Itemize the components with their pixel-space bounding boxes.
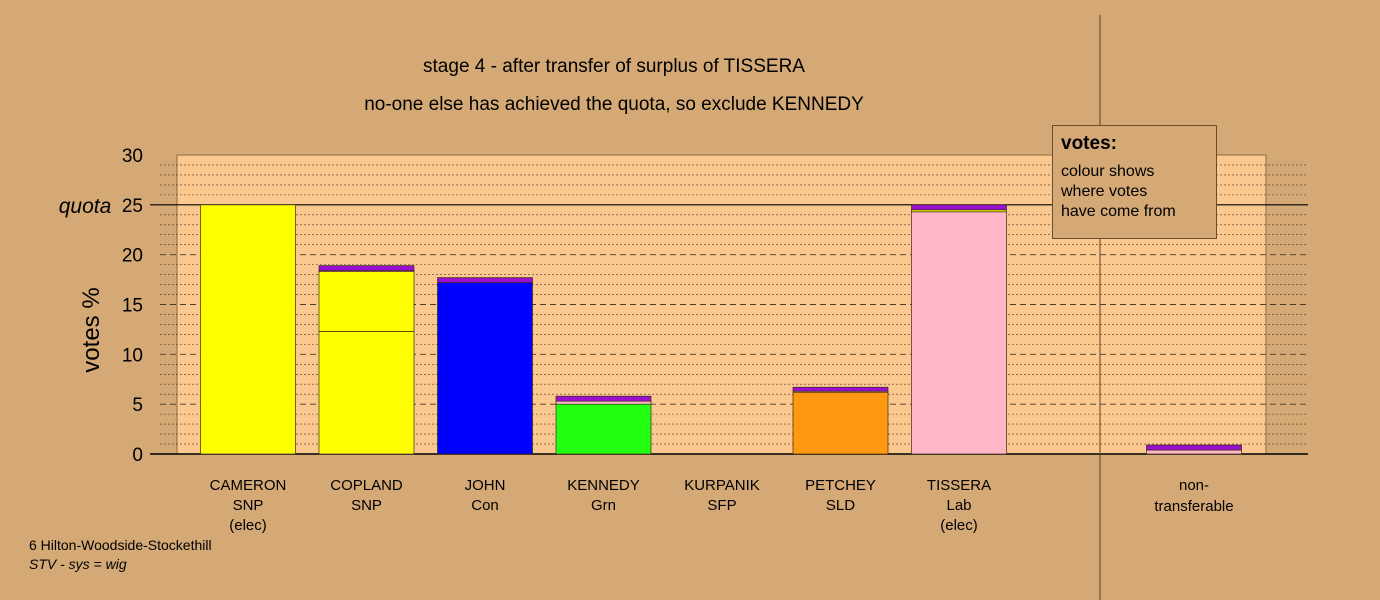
bar-nontransferable-label: transferable: [1154, 498, 1233, 515]
bar-kennedy-segment: [555, 400, 652, 405]
bar-kennedy-segment: [555, 403, 652, 455]
y-tick-label: 30: [122, 146, 143, 167]
bar-cameron-label: CAMERON: [210, 477, 287, 494]
y-axis-label: votes %: [78, 287, 105, 372]
system-note: STV - sys = wig: [29, 556, 127, 572]
bar-petchey-segment: [792, 386, 889, 392]
bar-john-label: Con: [471, 497, 499, 514]
bar-copland-label: SNP: [351, 497, 382, 514]
bar-john-segment: [437, 277, 533, 283]
y-axis-ticks: 0 5 10 15 20 25 30 quota: [59, 146, 143, 466]
bar-kennedy-label: KENNEDY: [567, 477, 640, 494]
bar-nontransferable-segment: [1146, 444, 1242, 451]
bar-kennedy-label: Grn: [591, 497, 616, 514]
y-tick-label: 10: [122, 345, 143, 366]
bars: [200, 204, 1242, 455]
y-tick-label: 25: [122, 196, 143, 217]
bar-kurpanik-label: SFP: [707, 497, 736, 514]
bar-nontransferable-label: non-: [1179, 477, 1209, 494]
bar-copland-segment: [318, 265, 415, 271]
y-tick-label: 20: [122, 246, 143, 267]
bar-cameron-segment: [200, 204, 296, 455]
category-labels: CAMERON SNP (elec) COPLAND SNP JOHN Con KENNEDY…: [210, 477, 1234, 534]
bar-petchey-label: PETCHEY: [805, 477, 876, 494]
y-tick-label: 15: [122, 296, 143, 317]
bar-tissera-label: Lab: [946, 497, 971, 514]
bar-john-label: JOHN: [465, 477, 506, 494]
bar-nontransferable-segment: [1146, 449, 1242, 455]
bar-copland-label: COPLAND: [330, 477, 403, 494]
bar-tissera-segment: [911, 204, 1007, 211]
y-tick-label: 5: [132, 395, 143, 416]
legend-title: votes:: [1061, 133, 1117, 154]
bar-kurpanik-label: KURPANIK: [684, 477, 760, 494]
quota-label: quota: [59, 195, 112, 218]
bar-copland-segment: [318, 271, 415, 332]
legend-box: votes: colour shows where votes have com…: [1052, 125, 1217, 239]
bar-tissera-segment: [911, 211, 1007, 455]
y-tick-label: 0: [132, 445, 143, 466]
bar-john-segment: [437, 282, 533, 455]
legend-line-2: where votes: [1061, 183, 1148, 200]
bar-cameron-label: SNP: [233, 497, 264, 514]
bar-cameron-label: (elec): [229, 517, 267, 534]
bar-tissera-label: TISSERA: [927, 477, 991, 494]
chart-subtitle: no-one else has achieved the quota, so e…: [364, 94, 864, 115]
legend-line-3: have come from: [1061, 203, 1176, 220]
bar-petchey-segment: [792, 391, 889, 455]
bar-kennedy-segment: [555, 395, 652, 402]
bar-tissera-label: (elec): [940, 517, 978, 534]
bar-copland-segment: [318, 331, 415, 455]
legend-line-1: colour shows: [1061, 163, 1155, 180]
chart-title: stage 4 - after transfer of surplus of T…: [423, 56, 805, 77]
ward-name: 6 Hilton-Woodside-Stockethill: [29, 537, 212, 553]
bar-petchey-label: SLD: [826, 497, 855, 514]
